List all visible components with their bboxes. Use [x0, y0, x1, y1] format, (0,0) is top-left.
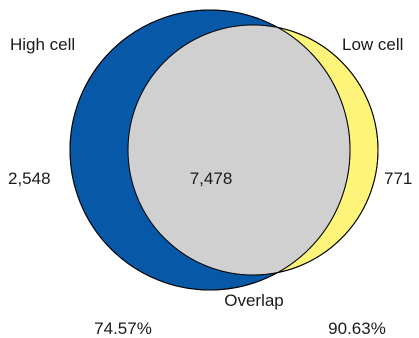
high-cell-percent: 74.57%: [94, 319, 152, 338]
low-cell-outline: [127, 24, 379, 276]
high-only-count: 2,548: [8, 169, 51, 188]
low-only-count: 771: [384, 169, 413, 188]
high-cell-label: High cell: [10, 35, 76, 54]
overlap-count: 7,478: [189, 169, 233, 188]
low-cell-label: Low cell: [342, 35, 404, 54]
high-cell-outline: [69, 9, 351, 291]
overlap-label: Overlap: [224, 291, 284, 310]
low-cell-percent: 90.63%: [328, 319, 386, 338]
